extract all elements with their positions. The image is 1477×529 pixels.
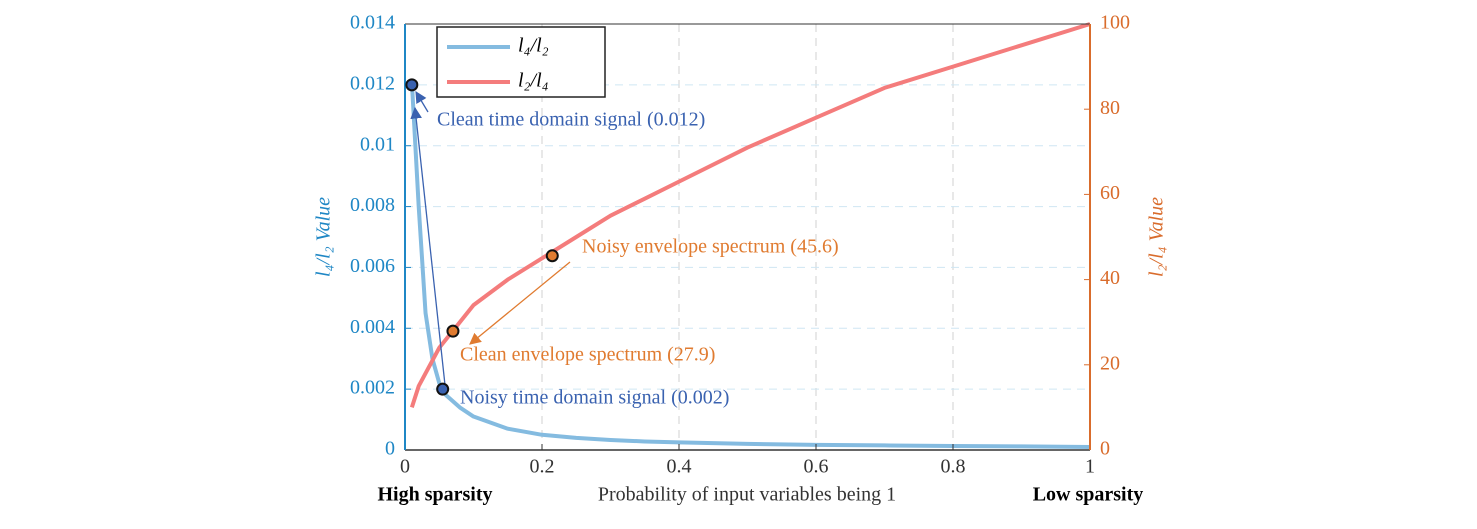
y2-tick-label: 80	[1100, 97, 1120, 119]
x-tick-label: 0.8	[941, 456, 966, 478]
x-tick-label: 0.2	[530, 456, 555, 478]
y2-tick-label: 20	[1100, 352, 1120, 374]
y-tick-label: 0.014	[350, 12, 395, 34]
y2-tick-label: 60	[1100, 182, 1120, 204]
annotation-text: Noisy time domain signal (0.002)	[460, 387, 729, 409]
annotation-text: Clean time domain signal (0.012)	[437, 109, 705, 131]
x-tick-label: 0.6	[804, 456, 829, 478]
y-tick-label: 0.002	[350, 377, 395, 399]
y-axis-label: l₄/l₂ Value	[313, 197, 335, 277]
x-tick-label: 1	[1085, 456, 1095, 478]
y-tick-label: 0.006	[350, 255, 395, 277]
x-right-note: Low sparsity	[1033, 484, 1144, 506]
y-tick-label: 0.008	[350, 194, 395, 216]
legend-label: l₂/l₄	[518, 70, 549, 92]
y-tick-label: 0.004	[350, 316, 395, 338]
annotation-text: Clean envelope spectrum (27.9)	[460, 344, 715, 366]
annotation-point	[545, 249, 559, 263]
x-left-note: High sparsity	[377, 484, 492, 506]
y2-tick-label: 40	[1100, 267, 1120, 289]
annotation-arrow	[415, 90, 429, 113]
legend-label: l₄/l₂	[518, 35, 549, 57]
series-line	[409, 81, 1091, 449]
y2-tick-label: 100	[1100, 12, 1130, 34]
annotation-text: Noisy envelope spectrum (45.6)	[582, 236, 839, 258]
y2-tick-label: 0	[1100, 438, 1110, 460]
series-line	[409, 22, 1091, 409]
annotation-point	[405, 78, 419, 92]
annotation-point	[446, 324, 460, 338]
plot	[409, 22, 1091, 449]
y2-axis-label: l₂/l₄ Value	[1146, 197, 1168, 277]
y-tick-label: 0.012	[350, 72, 395, 94]
annotation-arrow	[469, 261, 571, 345]
y-tick-label: 0.01	[360, 133, 395, 155]
annotation-point	[436, 382, 450, 396]
y-tick-label: 0	[385, 438, 395, 460]
x-tick-label: 0	[400, 456, 410, 478]
x-axis-label: Probability of input variables being 1	[598, 484, 896, 506]
x-tick-label: 0.4	[667, 456, 692, 478]
legend-box	[436, 26, 606, 98]
annotation-arrow	[410, 106, 446, 386]
